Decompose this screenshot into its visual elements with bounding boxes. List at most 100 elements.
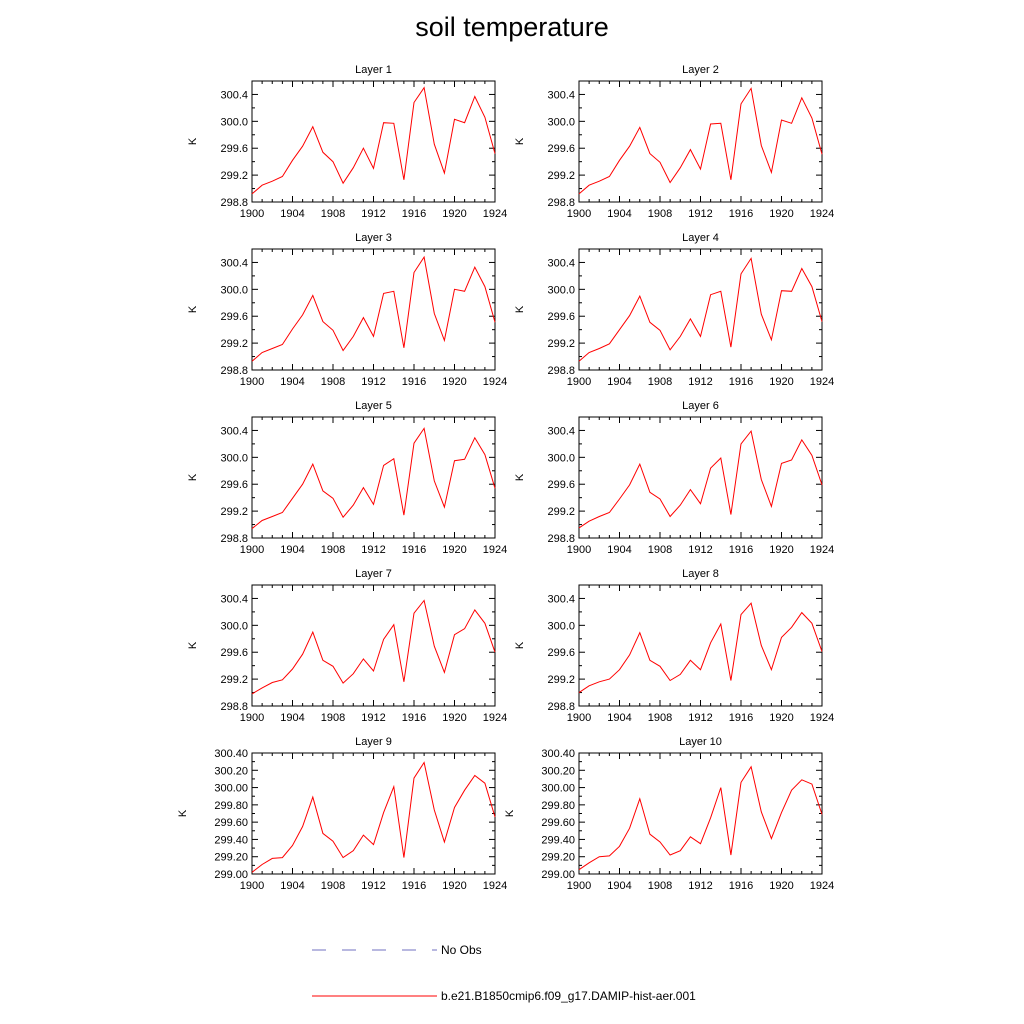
x-tick-label: 1924: [483, 712, 507, 724]
y-axis-label: K: [177, 809, 189, 817]
x-tick-label: 1900: [567, 376, 591, 388]
panel-title: Layer 9: [355, 736, 392, 748]
panel-title: Layer 2: [682, 64, 719, 76]
x-tick-label: 1908: [321, 880, 345, 892]
plot-frame: [251, 416, 496, 539]
panel-4: Layer 4 1900 1904 1908 1912 1916 1920 1924 298.8…: [514, 232, 834, 388]
x-tick-label: 1920: [769, 208, 793, 220]
x-tick-label: 1904: [607, 880, 631, 892]
panel-title: Layer 4: [682, 232, 719, 244]
x-tick-label: 1912: [361, 880, 385, 892]
x-tick-label: 1908: [648, 880, 672, 892]
x-tick-label: 1900: [240, 880, 264, 892]
plot-frame: [251, 584, 496, 707]
legend-label: No Obs: [441, 943, 482, 957]
y-tick-label: 300.0: [220, 620, 248, 632]
panel-7: Layer 7 1900 1904 1908 1912 1916 1920 1924 298.8…: [187, 568, 507, 724]
x-tick-label: 1900: [240, 544, 264, 556]
plot-frame: [578, 416, 823, 539]
y-tick-label: 300.0: [547, 452, 575, 464]
y-tick-label: 299.60: [214, 817, 248, 829]
x-tick-label: 1908: [648, 712, 672, 724]
y-tick-label: 299.40: [214, 834, 248, 846]
x-tick-label: 1912: [688, 880, 712, 892]
plot-frame: [578, 80, 823, 203]
x-tick-label: 1920: [442, 208, 466, 220]
y-axis-label: K: [187, 305, 199, 313]
y-tick-label: 298.8: [547, 701, 575, 713]
panel-1: Layer 1 1900 1904 1908 1912 1916 1920 1924 298.8…: [187, 64, 507, 220]
x-tick-label: 1912: [361, 712, 385, 724]
panel-9: Layer 9 1900 1904 1908 1912 1916 1920 1924 299.0…: [177, 736, 507, 892]
y-tick-label: 299.20: [214, 852, 248, 864]
x-tick-label: 1908: [648, 208, 672, 220]
y-tick-label: 299.2: [220, 674, 248, 686]
x-tick-label: 1904: [280, 376, 304, 388]
x-tick-label: 1924: [483, 208, 507, 220]
x-tick-label: 1900: [567, 544, 591, 556]
panel-10: Layer 10 1900 1904 1908 1912 1916 1920 1924 299.…: [504, 736, 834, 892]
y-tick-label: 300.4: [220, 425, 248, 437]
y-tick-label: 300.4: [547, 593, 575, 605]
y-axis-label: K: [187, 473, 199, 481]
x-tick-label: 1916: [402, 880, 426, 892]
x-tick-label: 1908: [648, 544, 672, 556]
x-tick-label: 1900: [240, 208, 264, 220]
panel-title: Layer 6: [682, 400, 719, 412]
y-axis-label: K: [514, 473, 526, 481]
series-line: [251, 427, 496, 529]
y-tick-label: 300.20: [541, 765, 575, 777]
x-tick-label: 1904: [607, 376, 631, 388]
y-axis-label: K: [514, 641, 526, 649]
plot-frame: [578, 584, 823, 707]
plot-frame: [578, 248, 823, 371]
y-tick-label: 299.6: [547, 143, 575, 155]
x-tick-label: 1924: [810, 880, 834, 892]
x-tick-label: 1912: [361, 208, 385, 220]
y-tick-label: 300.4: [220, 593, 248, 605]
y-tick-label: 299.6: [220, 143, 248, 155]
x-tick-label: 1920: [769, 544, 793, 556]
y-tick-label: 300.0: [220, 284, 248, 296]
x-tick-label: 1920: [442, 880, 466, 892]
legend: No Obs b.e21.B1850cmip6.f09_g17.DAMIP-his…: [312, 943, 696, 1003]
y-tick-label: 299.60: [541, 817, 575, 829]
panel-title: Layer 8: [682, 568, 719, 580]
x-tick-label: 1904: [280, 544, 304, 556]
y-tick-label: 300.4: [220, 257, 248, 269]
x-tick-label: 1912: [688, 376, 712, 388]
series-line: [251, 599, 496, 695]
y-tick-label: 298.8: [220, 533, 248, 545]
y-tick-label: 300.0: [220, 452, 248, 464]
y-axis-label: K: [187, 641, 199, 649]
x-tick-label: 1904: [280, 208, 304, 220]
y-tick-label: 299.2: [220, 338, 248, 350]
y-axis-label: K: [504, 809, 516, 817]
panel-title: Layer 10: [679, 736, 722, 748]
y-tick-label: 298.8: [220, 701, 248, 713]
panel-8: Layer 8 1900 1904 1908 1912 1916 1920 1924 298.8…: [514, 568, 834, 724]
series-line: [251, 86, 496, 195]
x-tick-label: 1920: [769, 712, 793, 724]
x-tick-label: 1904: [607, 712, 631, 724]
y-tick-label: 299.00: [541, 869, 575, 881]
y-tick-label: 299.2: [547, 506, 575, 518]
y-tick-label: 299.6: [220, 311, 248, 323]
y-tick-label: 299.6: [547, 479, 575, 491]
x-tick-label: 1920: [442, 544, 466, 556]
x-tick-label: 1916: [729, 208, 753, 220]
x-tick-label: 1900: [240, 712, 264, 724]
y-tick-label: 300.4: [547, 89, 575, 101]
y-tick-label: 300.4: [547, 425, 575, 437]
page-title: soil temperature: [415, 12, 609, 42]
series-line: [578, 765, 823, 871]
x-tick-label: 1924: [483, 880, 507, 892]
x-tick-label: 1916: [729, 544, 753, 556]
y-axis-label: K: [514, 137, 526, 145]
y-tick-label: 298.8: [220, 365, 248, 377]
x-tick-label: 1924: [810, 376, 834, 388]
y-axis-label: K: [187, 137, 199, 145]
x-tick-label: 1920: [769, 376, 793, 388]
y-tick-label: 299.20: [541, 852, 575, 864]
x-tick-label: 1920: [769, 880, 793, 892]
